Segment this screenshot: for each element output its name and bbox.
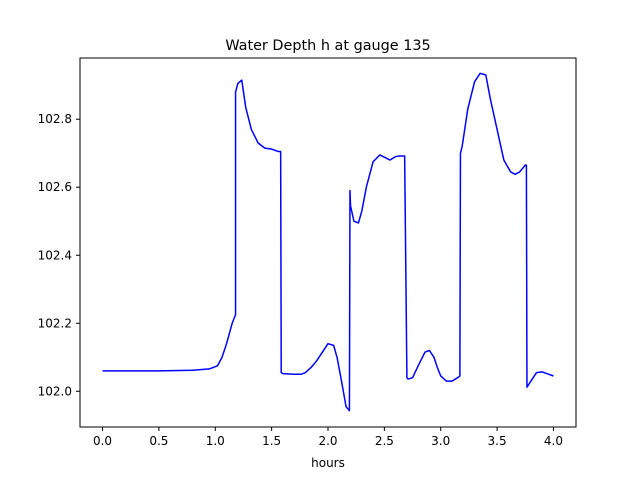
axes-frame [79,57,577,428]
chart-title: Water Depth h at gauge 135 [225,38,430,54]
x-tick-label: 0.0 [93,434,112,448]
x-tick-label: 3.0 [431,434,450,448]
x-tick-label: 2.5 [375,434,394,448]
y-tick-label: 102.2 [38,316,72,330]
y-tick-label: 102.8 [38,112,72,126]
x-tick-label: 0.5 [149,434,168,448]
series-line [102,72,554,412]
y-axis: 102.0 102.2 102.4 102.6 102.8 [38,112,80,398]
x-tick-label: 2.0 [318,434,337,448]
y-tick-label: 102.6 [38,180,72,194]
y-tick-label: 102.4 [38,248,72,262]
x-axis-label: hours [311,456,345,470]
y-tick-label: 102.0 [38,384,72,398]
x-tick-label: 3.5 [488,434,507,448]
plot-area [79,57,577,428]
x-tick-label: 1.5 [262,434,281,448]
x-tick-label: 1.0 [206,434,225,448]
x-axis: 0.0 0.5 1.0 1.5 2.0 2.5 3.0 3.5 4.0 [93,427,563,448]
x-tick-label: 4.0 [544,434,563,448]
